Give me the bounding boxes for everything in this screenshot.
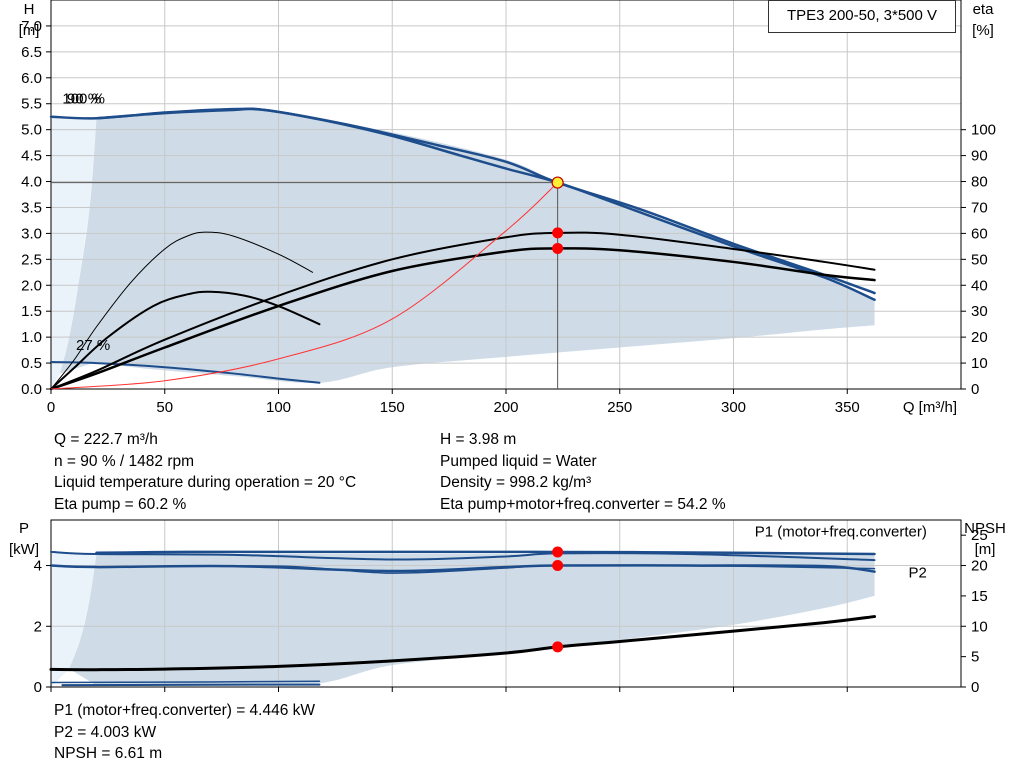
right-tick-label: 5	[971, 649, 979, 666]
speed-readout: n = 90 % / 1482 rpm	[54, 452, 195, 470]
operating-point-marker	[552, 242, 564, 254]
operating-point-marker	[552, 641, 564, 653]
p2-readout: P2 = 4.003 kW	[54, 723, 157, 741]
head-readout: H = 3.98 m	[440, 431, 517, 448]
right-axis-title: NPSH	[964, 520, 1006, 537]
npsh-readout: NPSH = 6.61 m	[54, 745, 163, 762]
low-speed-region	[51, 551, 97, 687]
x-tick-label: 300	[721, 399, 746, 416]
series-tail-line	[50, 668, 97, 671]
x-tick-label: 200	[493, 399, 518, 416]
curve-label: 100 %	[62, 91, 105, 108]
right-tick-label: 90	[971, 148, 988, 165]
left-tick-label: 1.0	[21, 329, 42, 346]
right-axis-title: eta	[973, 1, 995, 18]
operating-point-left: Q = 222.7 m³/h n = 90 % / 1482 rpm Liqui…	[54, 429, 356, 515]
curve-label: 90 %	[67, 91, 101, 108]
left-tick-label: 0	[34, 679, 42, 696]
right-tick-label: 30	[971, 303, 988, 320]
curve-label: 27 %	[76, 337, 110, 354]
right-axis-unit: [%]	[972, 22, 994, 39]
left-tick-label: 5.5	[21, 96, 42, 113]
operating-point-right: H = 3.98 m Pumped liquid = Water Density…	[440, 429, 726, 515]
right-tick-label: 25	[971, 527, 988, 544]
x-tick-label: 150	[380, 399, 405, 416]
left-axis-title: H	[24, 1, 35, 18]
right-tick-label: 40	[971, 277, 988, 294]
operating-point-marker	[551, 176, 564, 189]
series-npshc-line	[61, 683, 321, 687]
series-p1b-line	[50, 550, 876, 562]
flow-readout: Q = 222.7 m³/h	[54, 431, 158, 448]
low-speed-region	[51, 116, 97, 389]
power-readout: P1 (motor+freq.converter) = 4.446 kW P2 …	[54, 700, 315, 765]
left-axis-unit: [kW]	[9, 541, 39, 558]
eta-pump-readout: Eta pump = 60.2 %	[54, 495, 187, 513]
x-tick-label: 50	[156, 399, 173, 416]
x-tick-label: 100	[266, 399, 291, 416]
left-tick-label: 6.0	[21, 70, 42, 87]
series-p2b-line	[95, 564, 876, 574]
right-tick-label: 70	[971, 199, 988, 216]
curve-label: P1 (motor+freq.converter)	[755, 524, 927, 541]
series-eta-line	[49, 247, 876, 391]
left-tick-label: 2	[34, 618, 42, 635]
series-npshb-line	[50, 680, 321, 684]
right-tick-label: 10	[971, 618, 988, 635]
series-h-line	[95, 107, 876, 295]
liquid-readout: Pumped liquid = Water	[440, 452, 597, 470]
left-tick-label: 7.0	[21, 18, 42, 35]
operating-region	[69, 550, 875, 686]
left-tick-label: 2.5	[21, 251, 42, 268]
eta-total-readout: Eta pump+motor+freq.converter = 54.2 %	[440, 495, 726, 513]
x-tick-label: 350	[835, 399, 860, 416]
left-tick-label: 4	[34, 558, 42, 575]
left-tick-label: 6.5	[21, 44, 42, 61]
series-system-line	[50, 182, 559, 390]
operating-point-marker	[552, 227, 564, 239]
left-tick-label: 0.5	[21, 355, 42, 372]
density-readout: Density = 998.2 kg/m³	[440, 474, 592, 491]
operating-point-marker	[552, 559, 564, 571]
series-p1-line	[95, 550, 876, 556]
power-npsh-chart: 0 2 4 0 5 10 15 20 25 P [kW] NPSH [m] P1 (motor+freq.…	[9, 519, 1006, 696]
right-tick-label: 100	[971, 122, 996, 139]
left-tick-label: 0.0	[21, 381, 42, 398]
right-tick-label: 0	[971, 679, 979, 696]
right-tick-label: 0	[971, 381, 979, 398]
right-tick-label: 50	[971, 251, 988, 268]
series-eta-line	[50, 231, 876, 390]
left-tick-label: 3.0	[21, 225, 42, 242]
head-efficiency-chart: 0.0 0.5 1.0 1.5 2.0 2.5 3.0 3.5 4.0 4.5 5.0 5.5 6.0 6…	[19, 0, 996, 416]
left-tick-label: 3.5	[21, 199, 42, 216]
left-tick-label: 1.5	[21, 303, 42, 320]
left-tick-label: 4.0	[21, 174, 42, 191]
right-tick-label: 15	[971, 588, 988, 605]
left-tick-label: 5.0	[21, 122, 42, 139]
operating-point-marker	[552, 546, 564, 558]
series-eta-line	[50, 231, 314, 390]
left-axis-unit: [m]	[19, 22, 40, 39]
x-axis-title: Q [m³/h]	[903, 399, 957, 416]
right-tick-label: 20	[971, 558, 988, 575]
p1-readout: P1 (motor+freq.converter) = 4.446 kW	[54, 702, 316, 719]
curve-label: P2	[909, 565, 927, 582]
left-tick-label: 2.0	[21, 277, 42, 294]
series-eta-line	[50, 290, 321, 390]
series-h-line	[50, 361, 321, 384]
right-tick-label: 20	[971, 329, 988, 346]
right-tick-label: 10	[971, 355, 988, 372]
series-npsh-line	[49, 615, 877, 672]
model-label: TPE3 200-50, 3*500 V	[768, 0, 956, 33]
left-axis-title: P	[19, 520, 29, 537]
right-tick-label: 60	[971, 225, 988, 242]
right-axis-unit: [m]	[975, 541, 996, 558]
x-tick-label: 0	[47, 399, 55, 416]
right-tick-label: 80	[971, 174, 988, 191]
operating-region	[60, 109, 875, 384]
left-tick-label: 4.5	[21, 148, 42, 165]
temperature-readout: Liquid temperature during operation = 20…	[54, 474, 357, 491]
x-tick-label: 250	[607, 399, 632, 416]
